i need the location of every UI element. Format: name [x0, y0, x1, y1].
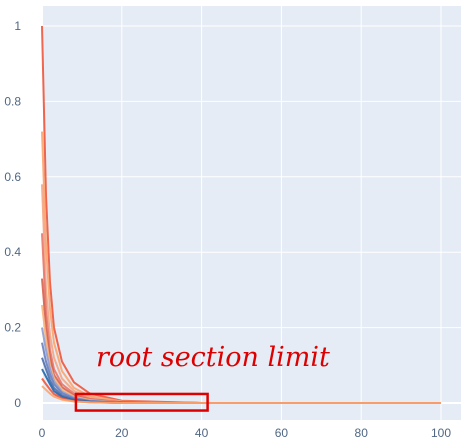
series-lines: [41, 25, 441, 404]
y-tick-label: 0.2: [4, 321, 21, 335]
x-tick-label: 20: [115, 426, 129, 440]
y-tick-label: 0.4: [4, 245, 21, 259]
y-tick-label: 0.8: [4, 94, 21, 108]
x-tick-label: 100: [431, 426, 451, 440]
plot-background: [42, 6, 461, 420]
x-tick-labels: 0 20 40 60 80 100: [39, 426, 452, 440]
x-tick-label: 80: [355, 426, 369, 440]
series-line: [41, 385, 441, 404]
x-gridlines: [41, 6, 442, 420]
y-tick-label: 0: [14, 396, 21, 410]
annotation-text: root section limit: [96, 342, 330, 373]
x-tick-label: 0: [39, 426, 46, 440]
y-tick-labels: 0 0.2 0.4 0.6 0.8 1: [4, 19, 21, 410]
x-tick-label: 60: [275, 426, 289, 440]
x-tick-label: 40: [195, 426, 209, 440]
annotation-box: [74, 392, 209, 412]
y-tick-label: 0.6: [4, 170, 21, 184]
y-tick-label: 1: [14, 19, 21, 33]
